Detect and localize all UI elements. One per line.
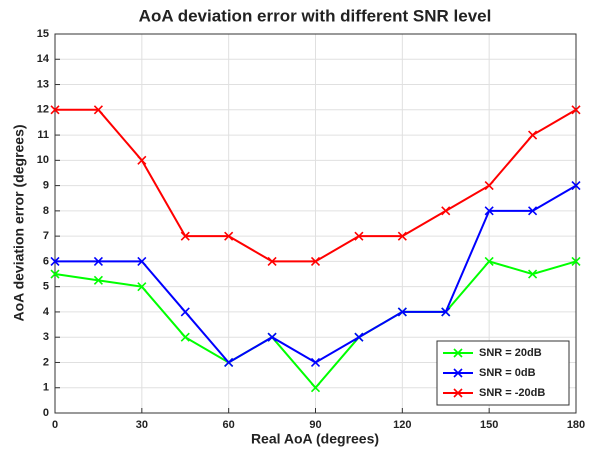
x-tick-label: 60: [223, 419, 235, 431]
x-tick-label: 120: [393, 419, 411, 431]
marker: [137, 155, 147, 165]
marker: [310, 256, 321, 266]
marker: [397, 307, 407, 317]
marker: [453, 388, 463, 398]
x-axis-label: Real AoA (degrees): [251, 431, 379, 447]
marker: [571, 105, 581, 115]
marker: [180, 307, 190, 317]
legend: SNR = 20dB SNR = 0dB SNR = -20dB: [436, 340, 570, 406]
y-axis-label: AoA deviation error (degrees): [11, 124, 27, 321]
marker: [310, 357, 321, 368]
marker: [137, 282, 147, 292]
y-tick-label: 7: [43, 230, 49, 242]
marker: [224, 357, 234, 368]
legend-label: SNR = 0dB: [479, 367, 536, 379]
marker: [267, 332, 277, 342]
y-tick-label: 12: [37, 104, 49, 116]
y-tick-label: 14: [37, 53, 50, 65]
marker: [180, 332, 190, 342]
marker: [571, 256, 581, 266]
x-tick-label: 180: [567, 419, 585, 431]
marker: [50, 105, 60, 115]
marker: [354, 231, 364, 241]
marker: [528, 269, 538, 279]
y-tick-label: 5: [43, 281, 49, 293]
legend-label: SNR = 20dB: [479, 347, 542, 359]
marker: [93, 105, 103, 115]
marker: [453, 348, 463, 358]
y-tick-label: 8: [43, 205, 49, 217]
marker: [137, 256, 147, 266]
legend-label: SNR = -20dB: [479, 387, 545, 399]
y-tick-label: 4: [43, 306, 50, 318]
y-tick-label: 10: [37, 154, 49, 166]
marker: [93, 275, 103, 285]
y-tick-label: 3: [43, 331, 49, 343]
y-tick-label: 2: [43, 356, 49, 368]
marker: [441, 206, 451, 216]
marker: [93, 256, 103, 266]
y-tick-label: 11: [37, 129, 49, 141]
marker: [484, 181, 494, 191]
marker: [484, 256, 494, 266]
marker: [354, 332, 364, 342]
marker: [180, 231, 190, 241]
marker: [571, 181, 581, 191]
marker: [453, 368, 463, 378]
plot-frame: [54, 33, 577, 414]
marker: [267, 256, 277, 266]
x-tick-label: 30: [136, 419, 148, 431]
x-tick-label: 90: [309, 419, 321, 431]
y-tick-label: 1: [43, 382, 49, 394]
chart-title: AoA deviation error with different SNR l…: [139, 6, 492, 25]
marker: [528, 206, 538, 216]
x-tick-label: 150: [480, 419, 498, 431]
y-tick-label: 6: [43, 255, 49, 267]
y-tick-label: 0: [43, 407, 49, 419]
marker: [441, 307, 451, 317]
y-tick-label: 13: [37, 78, 49, 90]
marker: [50, 269, 60, 279]
marker: [484, 206, 494, 216]
x-tick-label: 0: [52, 419, 58, 431]
marker: [310, 383, 321, 393]
marker: [528, 130, 538, 140]
marker: [397, 231, 407, 241]
marker: [50, 256, 60, 266]
y-tick-label: 15: [37, 28, 49, 40]
y-tick-label: 9: [43, 180, 49, 192]
marker: [224, 231, 234, 241]
